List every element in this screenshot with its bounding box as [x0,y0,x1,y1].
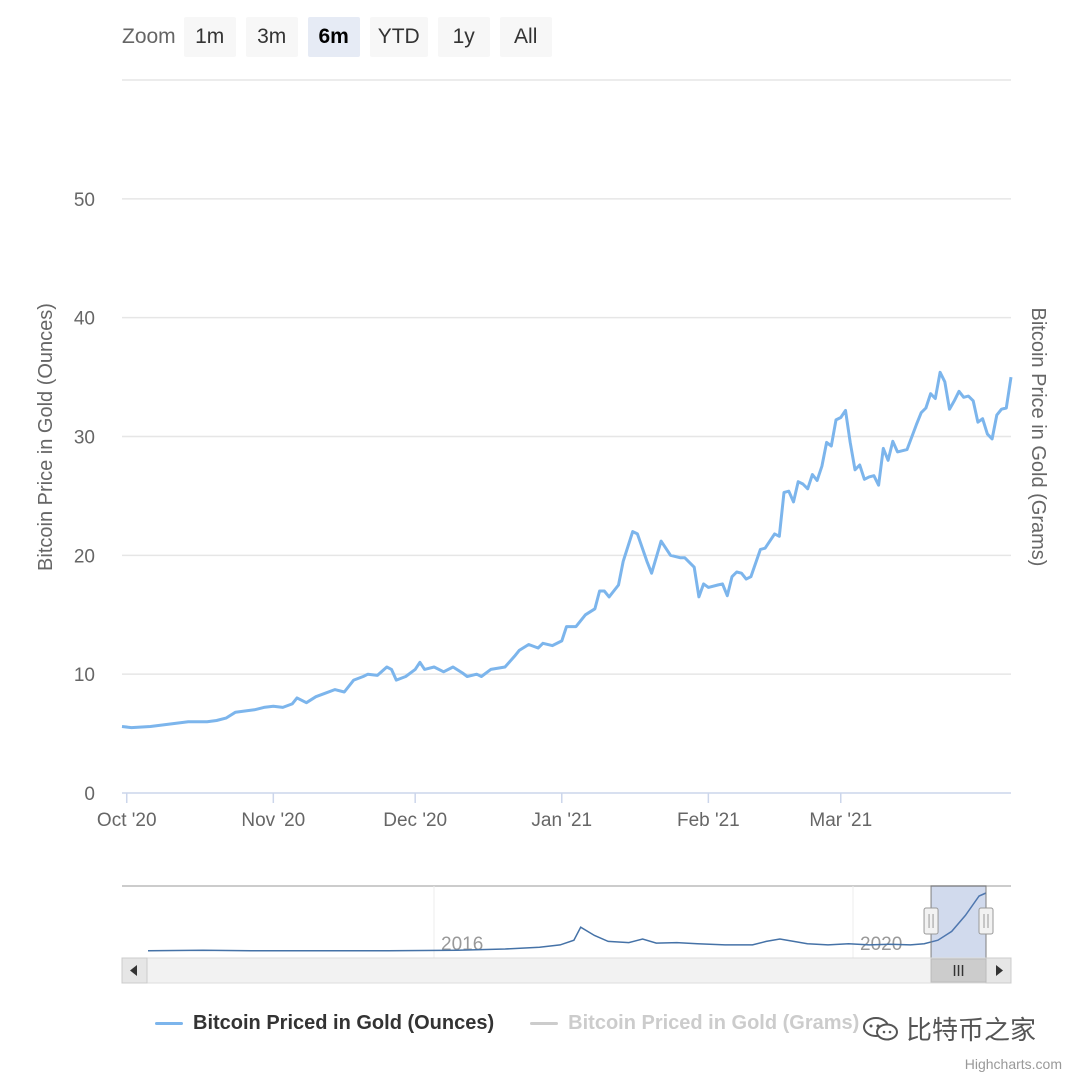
x-tick-label: Dec '20 [383,810,447,831]
legend-label: Bitcoin Priced in Gold (Ounces) [193,1012,495,1034]
y-axis-title-right: Bitcoin Price in Gold (Grams) [1027,308,1049,567]
x-tick-label: Feb '21 [677,810,740,831]
navigator[interactable]: 2016 2020 [122,885,1011,959]
zoom-button-all[interactable]: All [499,17,552,57]
legend: Bitcoin Priced in Gold (Ounces) Bitcoin P… [155,1012,895,1035]
series-line-ounces[interactable] [121,370,1013,730]
legend-label: Bitcoin Priced in Gold (Grams) [568,1012,860,1034]
y-tick-label: 40 [74,309,95,330]
arrow-left-icon [130,965,137,976]
x-axis-ticks: Oct '20 Nov '20 Dec '20 Jan '21 Feb '21 Mar '… [97,793,872,831]
navigator-selected-mask[interactable] [930,885,987,959]
navigator-label-2016: 2016 [441,934,483,955]
navigator-handle-left[interactable] [923,907,939,935]
navigator-handle-right[interactable] [978,907,994,935]
range-selector: Zoom 1m 3m 6m YTD 1y All [122,16,562,58]
zoom-button-ytd[interactable]: YTD [369,17,428,57]
y-axis-title-left: Bitcoin Price in Gold (Ounces) [35,303,57,571]
y-tick-label: 50 [74,190,95,211]
y-tick-label: 0 [84,784,95,805]
zoom-button-3m[interactable]: 3m [245,17,298,57]
zoom-label: Zoom [122,25,176,48]
x-tick-label: Nov '20 [241,810,305,831]
y-tick-label: 30 [74,428,95,449]
y-gridlines: 0 10 20 30 40 50 [74,79,1011,805]
watermark-text: 比特币之家 [906,1015,1037,1045]
watermark: 比特币之家 [862,1010,1036,1047]
scrollbar[interactable] [121,957,1012,984]
y-tick-label: 10 [74,665,95,686]
zoom-button-1y[interactable]: 1y [437,17,490,57]
legend-swatch [530,1022,559,1025]
scroll-left-button[interactable] [121,957,148,984]
credits-link[interactable]: Highcharts.com [964,1056,1062,1072]
zoom-button-6m[interactable]: 6m [307,17,360,57]
arrow-right-icon [996,965,1003,976]
x-tick-label: Oct '20 [97,810,157,831]
scrollbar-thumb[interactable] [930,958,987,983]
legend-item-ounces[interactable]: Bitcoin Priced in Gold (Ounces) [155,1012,494,1035]
navigator-series-line [147,892,987,952]
legend-item-grams[interactable]: Bitcoin Priced in Gold (Grams) [530,1012,859,1035]
grip-icon [953,965,964,976]
zoom-button-1m[interactable]: 1m [183,17,236,57]
x-tick-label: Jan '21 [531,810,592,831]
scroll-right-button[interactable] [985,957,1012,984]
scrollbar-track[interactable] [121,957,1012,984]
legend-swatch [155,1022,183,1025]
x-tick-label: Mar '21 [809,810,872,831]
y-tick-label: 20 [74,546,95,567]
chat-bubbles-icon [863,1016,898,1040]
